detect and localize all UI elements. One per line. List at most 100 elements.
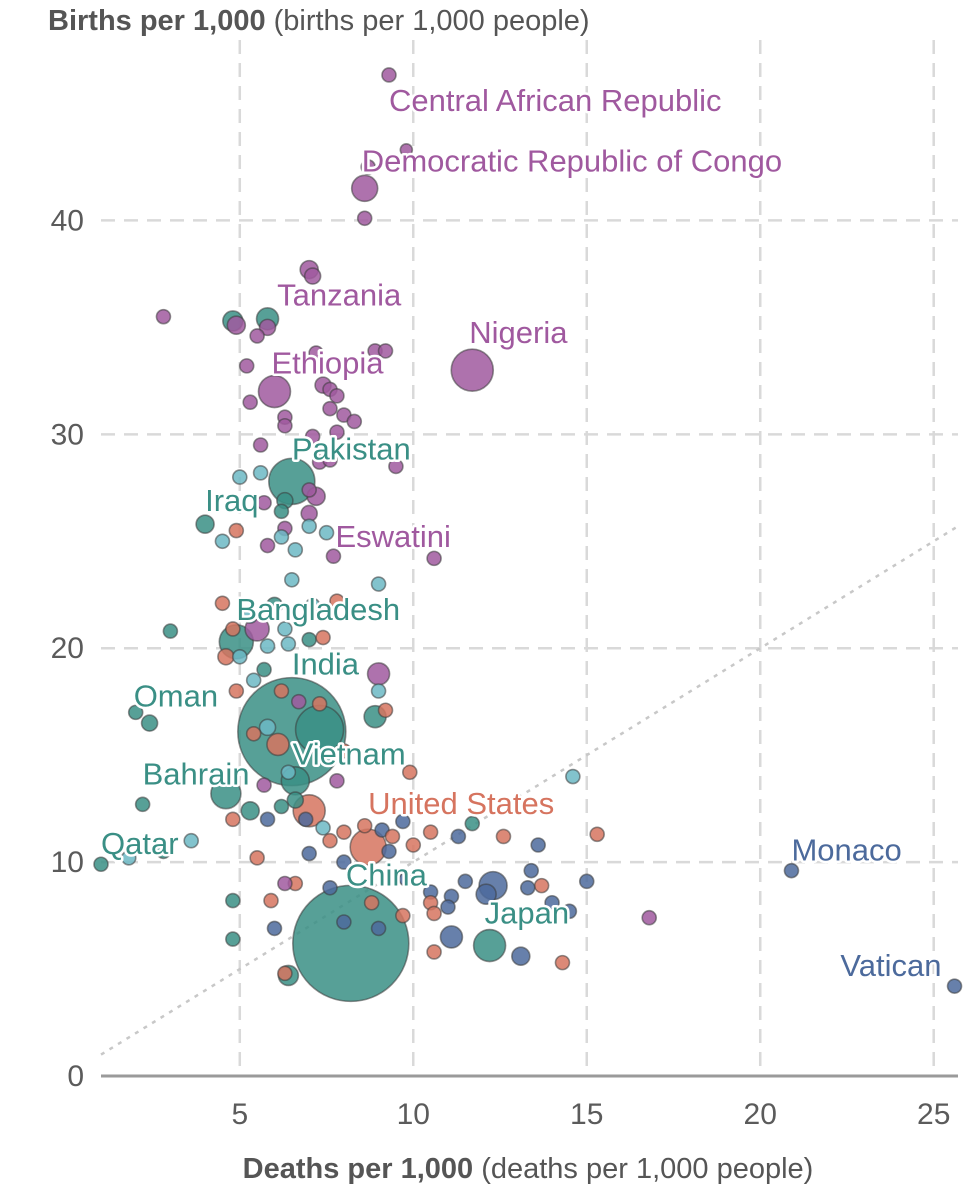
country-label-ethiopia: Ethiopia: [271, 346, 384, 381]
data-point: [329, 424, 345, 440]
data-point: [162, 623, 179, 639]
data-point: [561, 903, 578, 920]
data-point: [225, 931, 241, 947]
data-point: [252, 437, 269, 453]
data-point: [277, 875, 293, 892]
points-layer: [93, 67, 963, 1003]
data-point: [464, 815, 481, 832]
data-point: [457, 873, 474, 890]
data-point: [523, 862, 540, 879]
data-point: [346, 413, 363, 430]
data-point: [370, 920, 387, 937]
data-point: [336, 854, 352, 870]
data-point: [245, 725, 262, 742]
data-point: [242, 608, 258, 624]
data-point: [399, 143, 414, 157]
data-point: [245, 672, 262, 689]
data-point: [120, 850, 137, 866]
data-point: [370, 576, 387, 592]
data-point: [231, 469, 248, 485]
y-tick-label-40: 40: [51, 204, 84, 237]
data-point: [257, 374, 292, 409]
data-point: [589, 826, 605, 843]
data-point: [277, 621, 293, 637]
x-tick-label-5: 5: [231, 1098, 248, 1131]
country-label-iraq: Iraq: [205, 483, 258, 518]
labels-layer: Central African Republic Democratic Repub…: [99, 80, 945, 985]
data-point: [377, 702, 394, 719]
data-point: [228, 683, 245, 699]
data-point: [565, 768, 581, 785]
data-point: [238, 358, 255, 374]
data-point: [366, 662, 391, 686]
data-point: [214, 533, 231, 550]
data-point: [440, 899, 456, 915]
births-equal-deaths-line: [100, 525, 959, 1056]
data-point: [783, 862, 800, 879]
data-point: [303, 267, 322, 285]
data-point: [322, 400, 338, 417]
country-label-qatar: Qatar: [101, 826, 179, 861]
data-point: [287, 542, 304, 558]
data-point: [395, 907, 411, 924]
x-axis-title-unit: (deaths per 1,000 people): [481, 1153, 813, 1185]
data-point: [286, 791, 305, 809]
data-point: [242, 394, 258, 411]
data-point: [259, 811, 276, 828]
data-point: [356, 817, 373, 834]
data-point: [405, 837, 422, 853]
data-point: [301, 845, 317, 862]
data-point: [273, 529, 290, 545]
data-point: [301, 518, 317, 535]
x-axis-title-bold: Deaths per 1,000: [243, 1153, 474, 1185]
data-point: [381, 67, 397, 83]
data-point: [315, 820, 331, 836]
data-point: [304, 428, 321, 445]
country-label-vietnam: Vietnam: [293, 736, 406, 771]
data-point: [256, 494, 272, 511]
data-point: [304, 597, 321, 614]
data-point: [422, 824, 439, 840]
data-point: [475, 883, 497, 905]
country-label-india: India: [292, 647, 360, 682]
data-point: [336, 824, 352, 840]
data-point: [395, 813, 411, 830]
country-label-bangladesh: Bangladesh: [236, 592, 400, 627]
data-point: [258, 318, 277, 337]
country-label-vatican: Vatican: [840, 948, 941, 983]
data-point: [231, 648, 248, 665]
data-point: [426, 905, 442, 922]
y-axis-title-unit: (births per 1,000 people): [274, 5, 590, 37]
data-point: [336, 914, 352, 930]
data-point: [258, 718, 277, 737]
x-axis-title: Deaths per 1,000 (deaths per 1,000 people…: [243, 1153, 814, 1185]
data-point: [225, 621, 241, 637]
data-point: [533, 877, 550, 894]
x-tick-label-25: 25: [917, 1098, 950, 1131]
data-point: [273, 798, 290, 815]
data-point: [297, 811, 314, 828]
data-point: [277, 417, 293, 434]
grid-layer: [101, 40, 958, 1076]
data-point: [183, 832, 200, 849]
data-point: [249, 328, 265, 344]
country-label-tanzania: Tanzania: [277, 278, 402, 313]
data-point: [240, 800, 260, 821]
data-point: [155, 308, 172, 325]
data-point: [256, 777, 272, 793]
data-point: [439, 925, 464, 949]
data-point: [363, 894, 380, 911]
data-point: [225, 811, 241, 828]
data-point: [266, 920, 283, 937]
data-point: [249, 850, 265, 866]
data-point: [322, 879, 338, 896]
data-point: [450, 828, 467, 845]
country-label-democratic-republic-of-congo: Democratic Republic of Congo: [362, 143, 782, 178]
country-label-united-states: United States: [368, 786, 554, 821]
y-tick-label-20: 20: [51, 632, 84, 665]
data-point: [641, 909, 658, 926]
country-label-monaco: Monaco: [791, 833, 901, 868]
data-point: [273, 683, 290, 699]
data-point: [401, 764, 418, 781]
